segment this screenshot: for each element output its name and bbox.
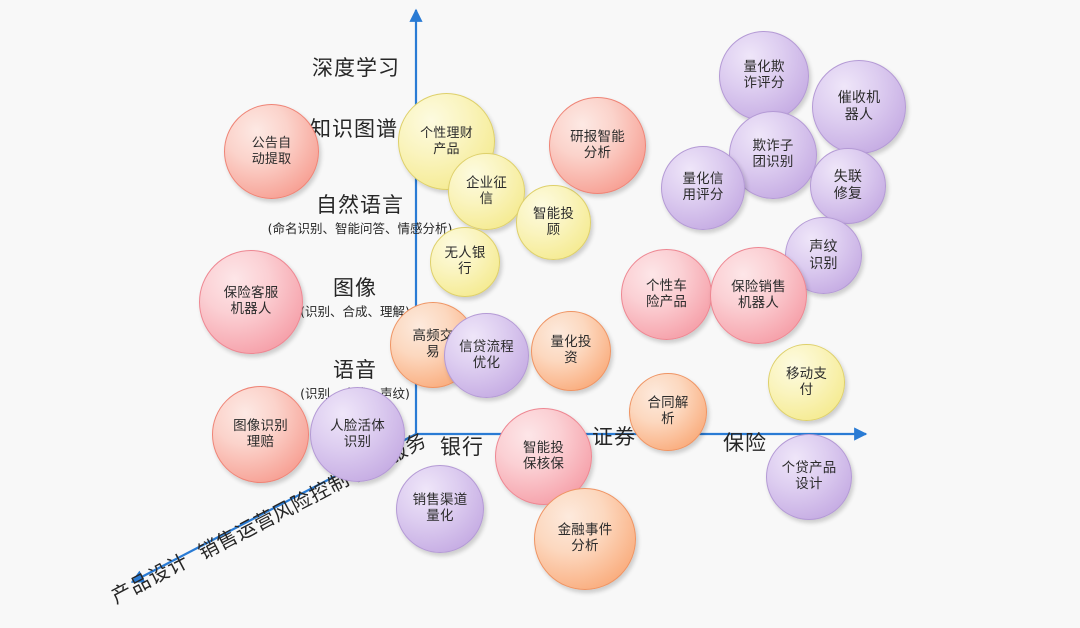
bubble-node[interactable]: 人脸活体 识别: [310, 387, 405, 482]
axis-label-main: 图像: [332, 276, 377, 300]
bubble-label: 销售渠道 量化: [412, 492, 468, 524]
axis-label-bank: 银行: [440, 435, 484, 459]
bubble-node[interactable]: 公告自 动提取: [224, 104, 319, 199]
bubble-label: 保险客服 机器人: [223, 285, 279, 317]
bubble-node[interactable]: 合同解 析: [629, 373, 707, 451]
bubble-node[interactable]: 移动支 付: [768, 344, 845, 421]
axis-label-sales-operations: 销售运营: [194, 504, 280, 565]
bubble-node[interactable]: 金融事件 分析: [534, 488, 636, 590]
axis-label-product-design: 产品设计: [107, 548, 193, 609]
bubble-label: 量化欺 诈评分: [743, 59, 785, 91]
bubble-label: 智能投 保核保: [522, 439, 565, 472]
axis-label-main: 自然语言: [315, 193, 404, 217]
bubble-label: 个贷产品 设计: [781, 460, 837, 492]
bubble-node[interactable]: 销售渠道 量化: [396, 465, 484, 553]
bubble-label: 声纹 识别: [809, 238, 838, 272]
bubble-node[interactable]: 企业征 信: [448, 153, 525, 230]
bubble-label: 个性理财 产品: [420, 126, 473, 157]
axis-label-deep-learning: 深度学习: [312, 52, 400, 82]
axis-label-main: 深度学习: [312, 56, 400, 80]
bubble-label: 图像识别 理赔: [233, 417, 288, 450]
bubble-node[interactable]: 催收机 器人: [812, 60, 906, 154]
bubble-label: 企业征 信: [465, 174, 508, 207]
bubble-label: 信贷流程 优化: [459, 338, 514, 371]
axis-label-sub: (命名识别、智能问答、情感分析): [267, 221, 453, 236]
bubble-label: 催收机 器人: [837, 90, 881, 123]
bubble-node[interactable]: 个性车 险产品: [621, 249, 712, 340]
bubble-label: 合同解 析: [647, 395, 689, 427]
bubble-label: 个性车 险产品: [645, 277, 688, 310]
bubble-node[interactable]: 量化欺 诈评分: [719, 31, 809, 121]
bubble-label: 无人银 行: [444, 245, 486, 277]
bubble-label: 公告自 动提取: [251, 136, 292, 167]
bubble-label: 失联 修复: [833, 169, 863, 202]
bubble-node[interactable]: 量化信 用评分: [661, 146, 745, 230]
bubble-node[interactable]: 无人银 行: [430, 227, 500, 297]
bubble-node[interactable]: 信贷流程 优化: [444, 313, 529, 398]
bubble-node[interactable]: 量化投 资: [531, 311, 611, 391]
axis-label-nlp: 自然语言 (命名识别、智能问答、情感分析): [268, 189, 453, 237]
bubble-node[interactable]: 智能投 顾: [516, 185, 591, 260]
bubble-node[interactable]: 保险销售 机器人: [710, 247, 807, 344]
bubble-label: 保险销售 机器人: [731, 278, 786, 311]
bubble-label: 人脸活体 识别: [330, 417, 385, 450]
bubble-node[interactable]: 失联 修复: [810, 148, 886, 224]
bubble-label: 高频交 易: [412, 328, 454, 360]
bubble-label: 移动支 付: [785, 365, 828, 398]
axis-label-sub: (识别、合成、理解): [300, 304, 410, 319]
bubble-node[interactable]: 图像识别 理赔: [212, 386, 309, 483]
axis-label-insurance: 保险: [723, 431, 767, 455]
bubble-label: 量化信 用评分: [682, 171, 724, 203]
bubble-label: 研报智能 分析: [570, 128, 625, 161]
bubble-node[interactable]: 保险客服 机器人: [199, 250, 303, 354]
bubble-node[interactable]: 研报智能 分析: [549, 97, 646, 194]
axis-label-securities: 证券: [592, 425, 636, 449]
bubble-label: 金融事件 分析: [557, 522, 613, 554]
bubble-label: 量化投 资: [550, 334, 592, 366]
axis-label-knowledge-graph: 知识图谱: [310, 113, 398, 143]
axis-label-main: 语音: [332, 358, 377, 382]
bubble-label: 欺诈子 团识别: [752, 138, 794, 170]
axis-label-main: 知识图谱: [310, 117, 398, 141]
bubble-node[interactable]: 个贷产品 设计: [766, 434, 852, 520]
axis-label-image: 图像 (识别、合成、理解): [300, 272, 410, 320]
bubble-label: 智能投 顾: [532, 205, 575, 238]
